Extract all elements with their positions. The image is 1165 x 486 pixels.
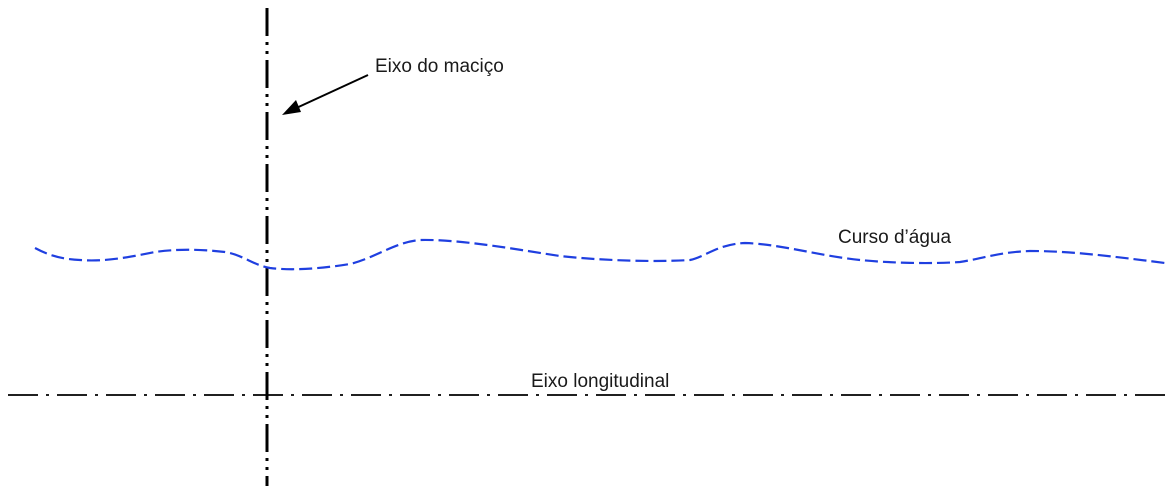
dam-axis-arrowhead [282, 100, 301, 115]
dam-axis-arrow [291, 74, 369, 111]
longitudinal-axis-label: Eixo longitudinal [531, 371, 669, 392]
watercourse-line [34, 238, 1165, 271]
dam-axis-label: Eixo do maciço [375, 56, 504, 77]
watercourse-label: Curso d’água [838, 227, 951, 248]
